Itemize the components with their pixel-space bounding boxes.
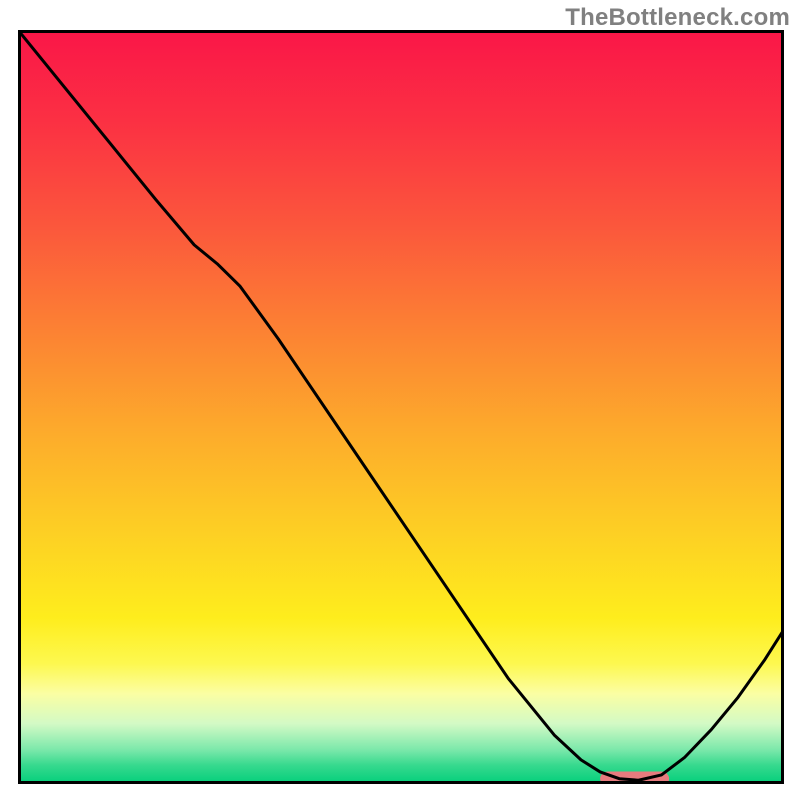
plot-frame <box>18 30 784 784</box>
chart-canvas: TheBottleneck.com <box>0 0 800 800</box>
plot-svg <box>18 30 784 784</box>
attribution-label: TheBottleneck.com <box>565 4 790 32</box>
plot-background <box>18 30 784 784</box>
